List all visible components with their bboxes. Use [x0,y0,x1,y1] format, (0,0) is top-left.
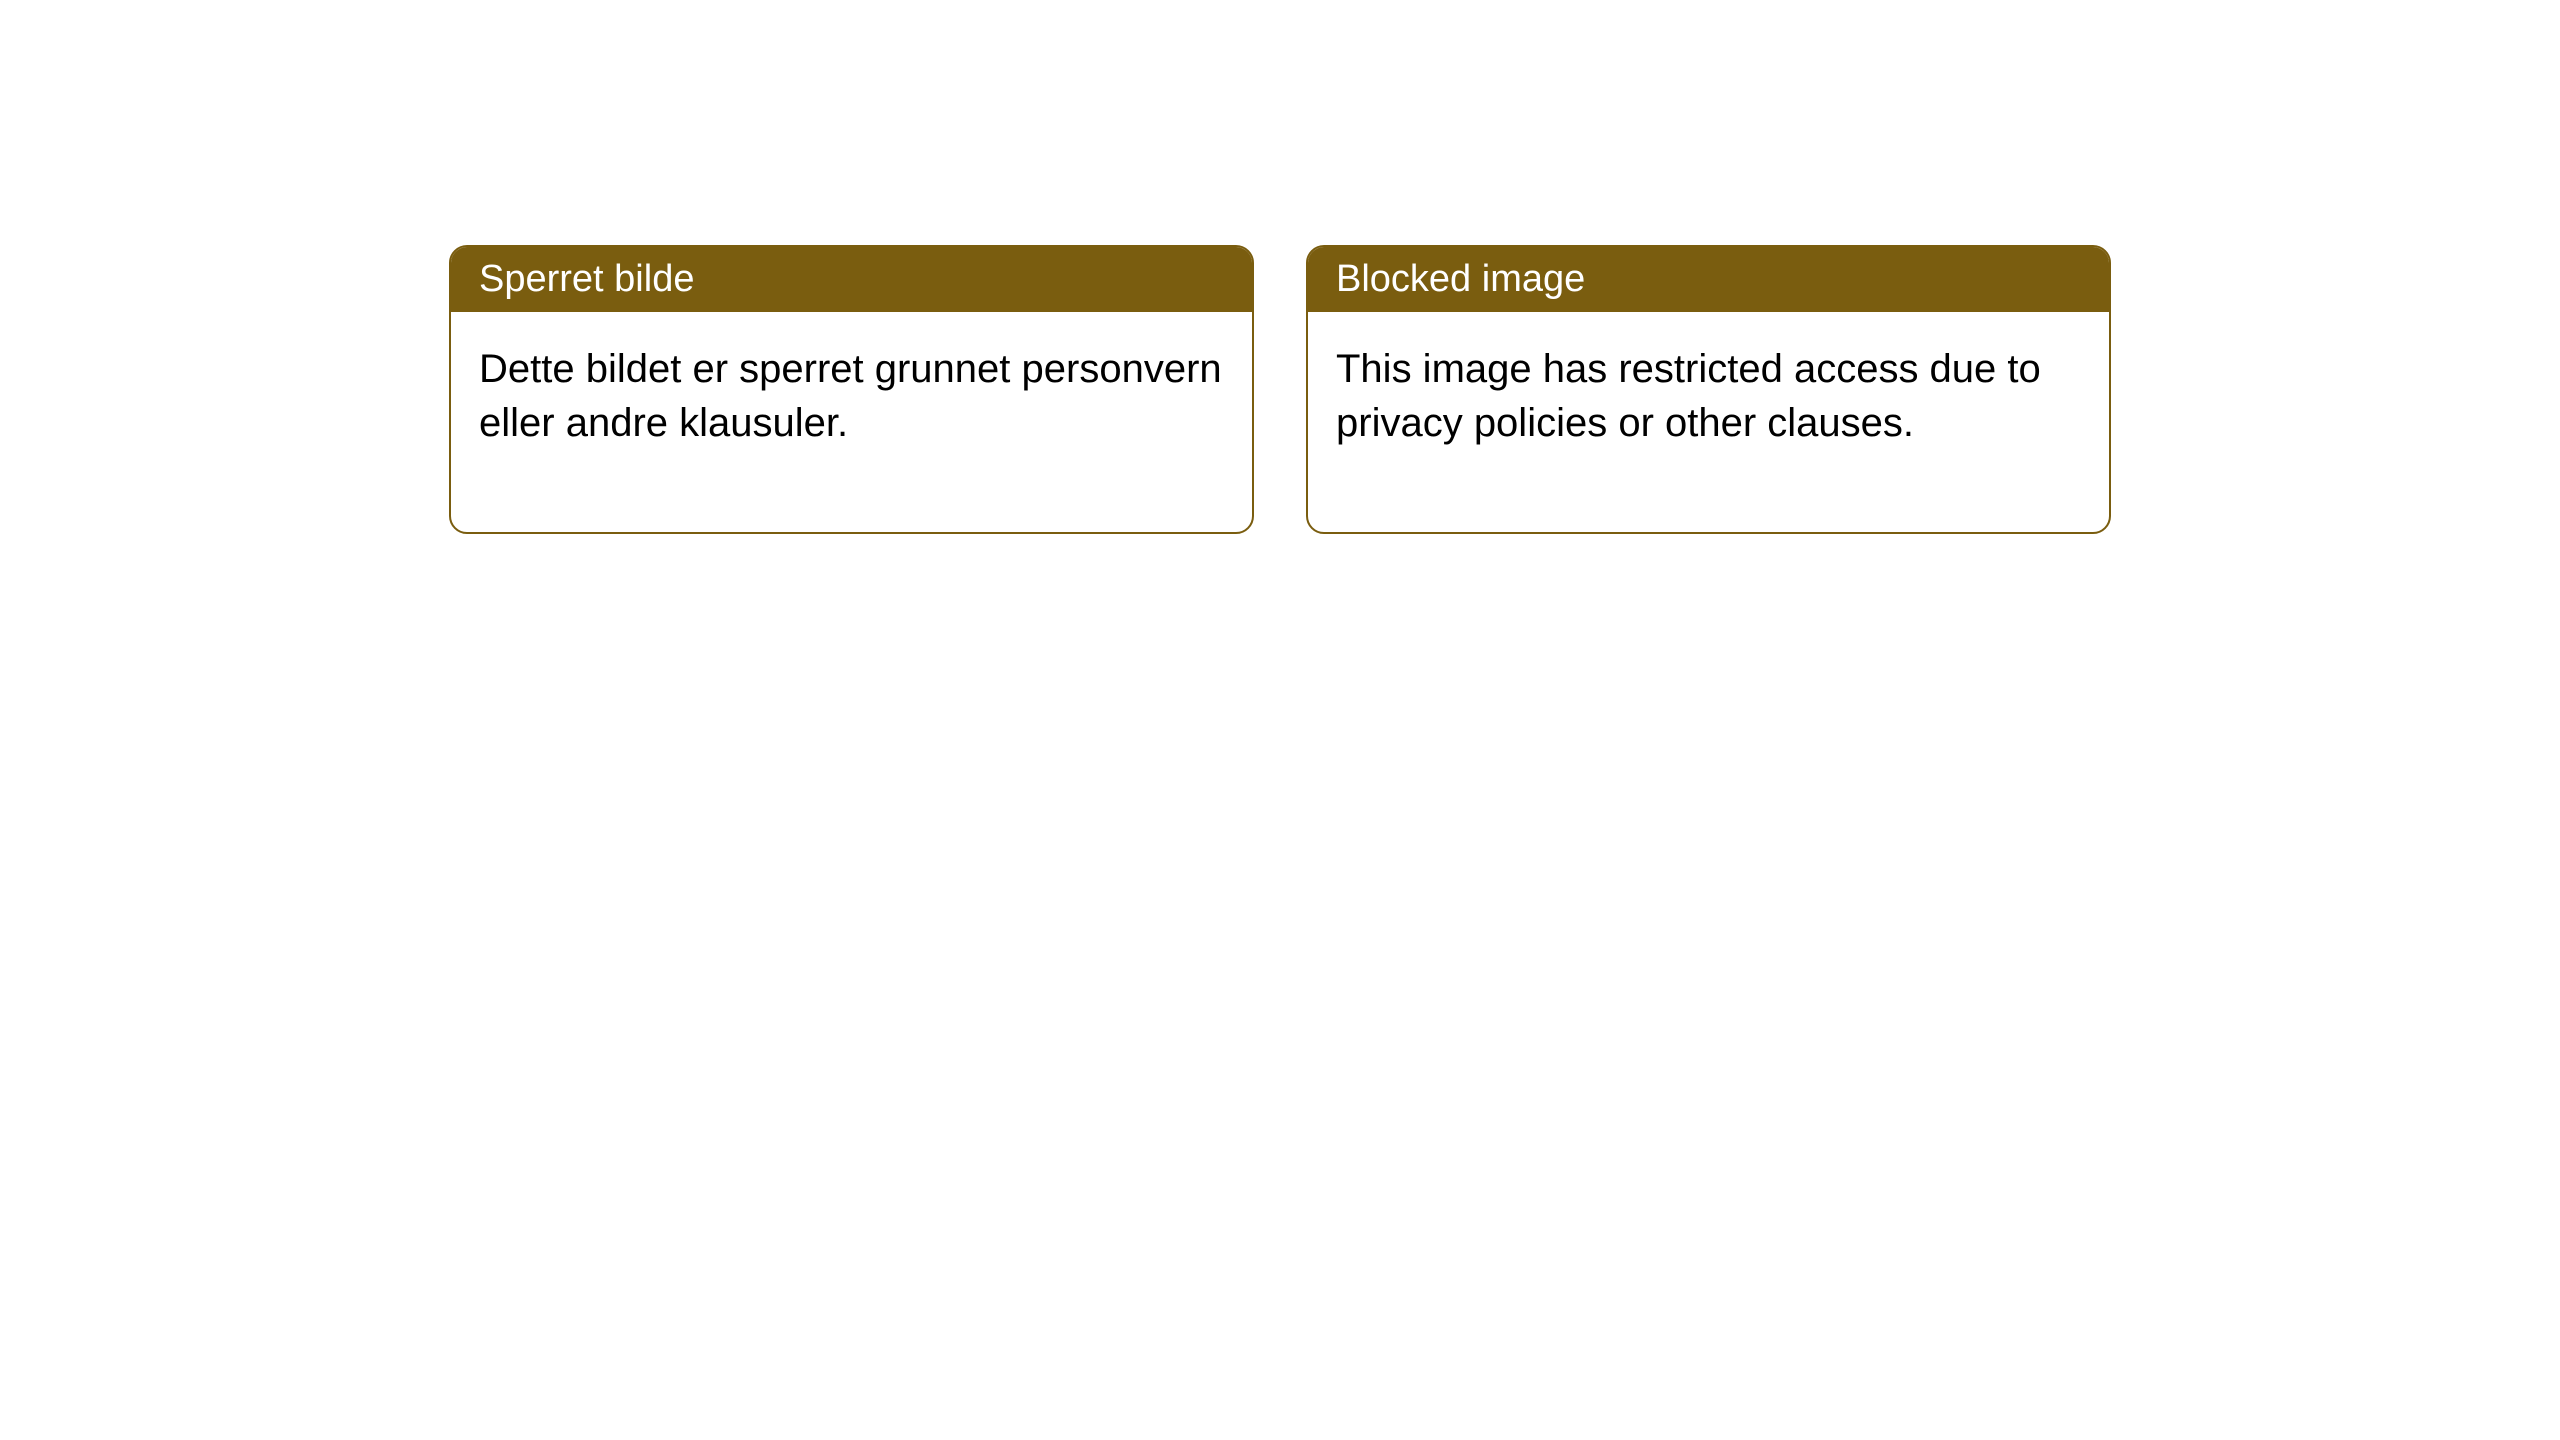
card-body-en: This image has restricted access due to … [1308,312,2109,532]
notice-container: Sperret bilde Dette bildet er sperret gr… [449,245,2111,534]
card-body-no: Dette bildet er sperret grunnet personve… [451,312,1252,532]
card-header-en: Blocked image [1308,247,2109,312]
blocked-image-card-no: Sperret bilde Dette bildet er sperret gr… [449,245,1254,534]
blocked-image-card-en: Blocked image This image has restricted … [1306,245,2111,534]
card-header-no: Sperret bilde [451,247,1252,312]
